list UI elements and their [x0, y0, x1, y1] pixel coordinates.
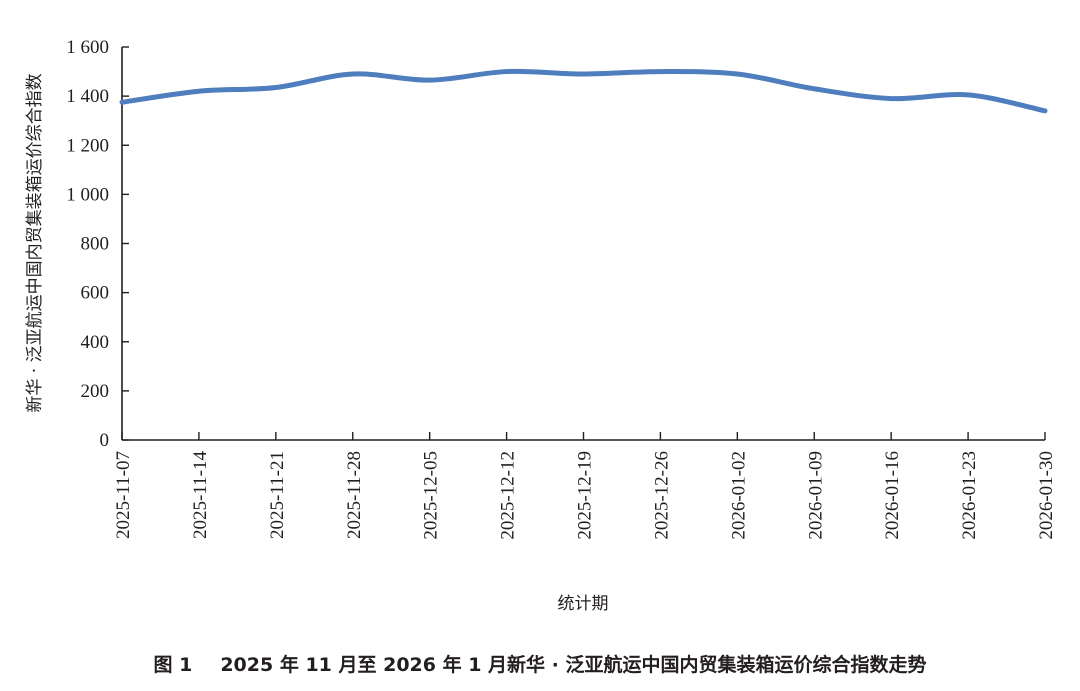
y-tick-label: 200	[81, 381, 110, 402]
caption-text: 2025 年 11 月至 2026 年 1 月新华 · 泛亚航运中国内贸集装箱运…	[220, 654, 927, 676]
y-tick-label: 1 400	[66, 86, 109, 107]
x-tick-label: 2025-12-19	[575, 451, 596, 540]
x-tick-label: 2026-01-09	[805, 451, 826, 540]
x-tick-label: 2026-01-23	[959, 451, 980, 540]
x-tick-label: 2025-12-12	[498, 451, 519, 540]
y-tick-label: 800	[81, 234, 110, 255]
y-tick-label: 1 000	[66, 184, 109, 205]
x-tick-label: 2025-11-14	[190, 451, 211, 539]
x-tick-label: 2025-11-28	[344, 451, 365, 539]
x-tick-label: 2025-12-05	[421, 451, 442, 540]
x-tick-label: 2025-12-26	[651, 451, 672, 540]
y-tick-label: 400	[81, 332, 110, 353]
y-tick-label: 600	[81, 283, 110, 304]
x-axis-title: 统计期	[558, 594, 609, 614]
y-tick-label: 1 200	[66, 135, 109, 156]
series-layer	[119, 68, 1048, 114]
y-axis-title: 新华 · 泛亚航运中国内贸集装箱运价综合指数	[25, 73, 45, 412]
x-tick-label: 2026-01-02	[728, 451, 749, 540]
x-axis: 2025-11-07 2025-11-14 2025-11-21 2025-11-28…	[113, 432, 1057, 540]
x-tick-label: 2025-11-21	[267, 451, 288, 539]
y-axis: 0 200 400 600 800 1 000 1 200 1 400 1 600	[66, 37, 129, 451]
x-tick-label: 2026-01-30	[1036, 451, 1057, 540]
y-tick-label: 0	[100, 430, 110, 451]
series-line	[119, 68, 1048, 114]
x-tick-label: 2026-01-16	[882, 451, 903, 540]
x-tick-label: 2025-11-07	[113, 451, 134, 539]
figure-caption: 图 1 2025 年 11 月至 2026 年 1 月新华 · 泛亚航运中国内贸集…	[0, 650, 1080, 677]
figure-number: 图 1	[153, 654, 193, 676]
y-tick-label: 1 600	[66, 37, 109, 58]
